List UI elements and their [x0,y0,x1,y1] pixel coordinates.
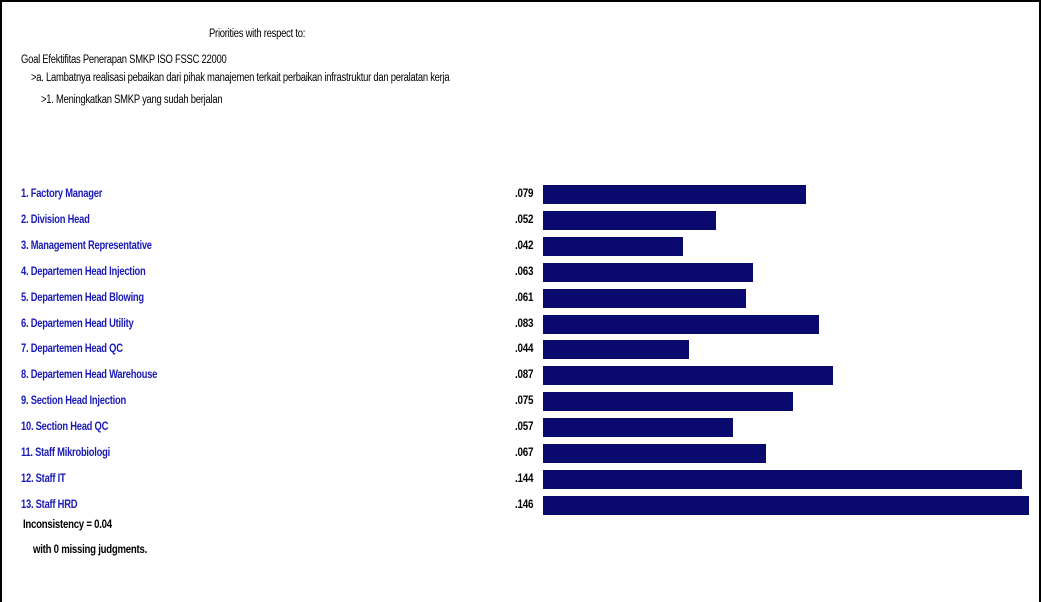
criterion-label: >a. Lambatnya realisasi pebaikan dari pi… [31,72,450,84]
priority-bar [543,496,1029,515]
category-label[interactable]: 2. Division Head [21,212,90,226]
inconsistency-text: Inconsistency = 0.04 [23,517,112,531]
category-label[interactable]: 6. Departemen Head Utility [21,316,134,330]
category-label[interactable]: 13. Staff HRD [21,497,78,511]
value-label: .067 [515,445,534,459]
value-label: .044 [515,341,534,355]
value-label: .057 [515,419,534,433]
priority-bar [543,392,793,411]
priority-bar [543,263,753,282]
category-label[interactable]: 9. Section Head Injection [21,393,126,407]
subcriterion-label: >1. Meningkatkan SMKP yang sudah berjala… [41,94,223,106]
value-label: .146 [515,497,534,511]
category-label[interactable]: 4. Departemen Head Injection [21,264,146,278]
priority-bar [543,315,819,334]
priorities-title: Priorities with respect to: [209,28,306,40]
category-label[interactable]: 7. Departemen Head QC [21,341,123,355]
priority-bar [543,444,766,463]
missing-judgments-text: with 0 missing judgments. [33,542,148,556]
category-label[interactable]: 12. Staff IT [21,471,66,485]
priority-bar [543,340,689,359]
value-label: .083 [515,316,534,330]
value-label: .075 [515,393,534,407]
priority-bar [543,366,833,385]
value-label: .061 [515,290,534,304]
priority-bar [543,470,1022,489]
category-label[interactable]: 1. Factory Manager [21,186,103,200]
category-label[interactable]: 3. Management Representative [21,238,152,252]
value-label: .144 [515,471,534,485]
value-label: .052 [515,212,534,226]
value-label: .087 [515,367,534,381]
category-label[interactable]: 10. Section Head QC [21,419,109,433]
priority-bar [543,289,746,308]
priority-bar [543,418,733,437]
category-label[interactable]: 8. Departemen Head Warehouse [21,367,158,381]
goal-label: Goal Efektifitas Penerapan SMKP ISO FSSC… [21,54,227,66]
category-label[interactable]: 11. Staff Mikrobiologi [21,445,110,459]
priority-bar [543,237,683,256]
priority-bar [543,211,716,230]
value-label: .079 [515,186,534,200]
priority-bar [543,185,806,204]
value-label: .063 [515,264,534,278]
value-label: .042 [515,238,534,252]
category-label[interactable]: 5. Departemen Head Blowing [21,290,144,304]
